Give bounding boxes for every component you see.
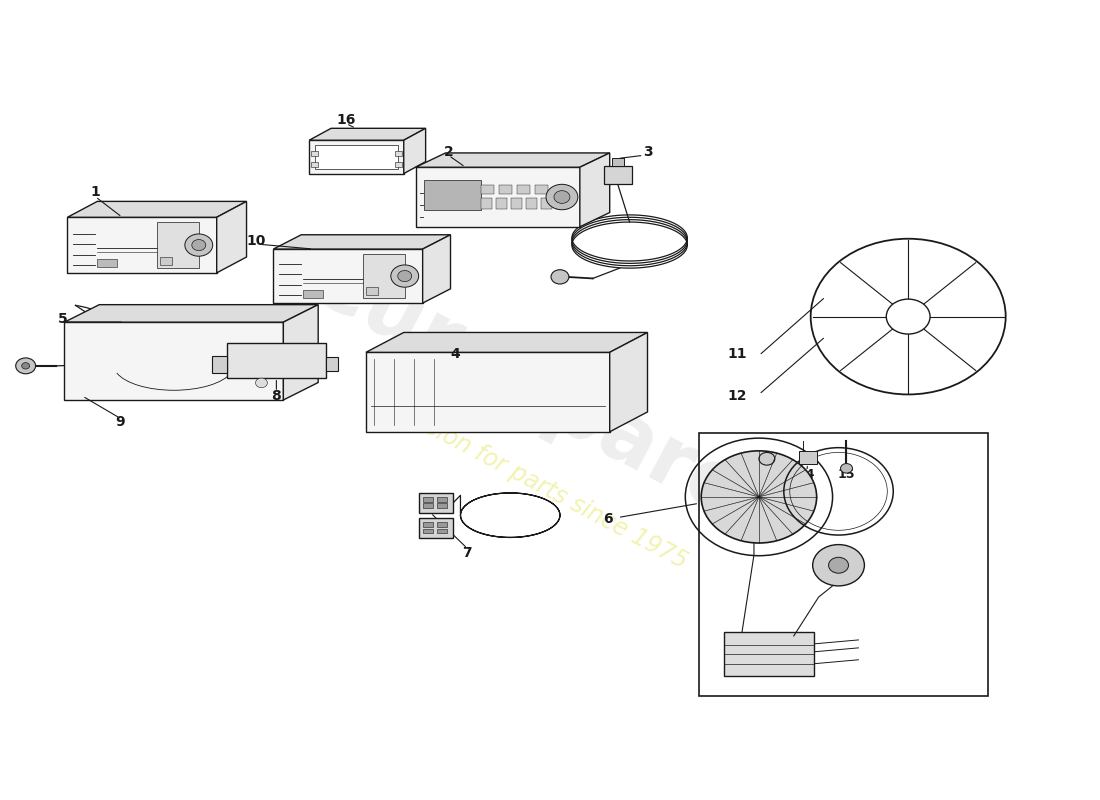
Text: 13: 13 (758, 468, 776, 481)
Circle shape (185, 234, 212, 256)
Bar (535, 185, 548, 194)
Circle shape (551, 270, 569, 284)
Circle shape (759, 453, 774, 465)
Bar (437, 497, 447, 502)
Text: a passion for parts since 1975: a passion for parts since 1975 (365, 385, 691, 574)
Text: 2: 2 (443, 145, 453, 159)
Bar (311, 162, 318, 167)
Bar (422, 503, 432, 508)
Bar (424, 180, 481, 210)
Polygon shape (422, 234, 451, 303)
Bar (526, 198, 537, 209)
Polygon shape (274, 249, 422, 303)
Bar (395, 162, 402, 167)
Polygon shape (217, 202, 246, 273)
Text: 12: 12 (727, 389, 747, 403)
Bar (422, 529, 432, 534)
Bar (612, 158, 624, 166)
Circle shape (554, 190, 570, 203)
Text: 7: 7 (463, 546, 472, 559)
Bar (556, 198, 566, 209)
Circle shape (546, 184, 578, 210)
Bar (363, 254, 405, 298)
Polygon shape (274, 234, 451, 249)
Bar (496, 198, 507, 209)
Circle shape (22, 362, 30, 369)
Polygon shape (65, 322, 284, 400)
Circle shape (813, 545, 865, 586)
Bar (724, 632, 814, 676)
Bar (211, 355, 227, 373)
Polygon shape (67, 202, 246, 218)
Bar (227, 342, 326, 378)
Circle shape (255, 378, 267, 388)
Text: 10: 10 (246, 234, 266, 248)
Bar (311, 151, 318, 156)
Polygon shape (580, 153, 609, 227)
Circle shape (398, 270, 411, 282)
Text: 14: 14 (798, 468, 815, 481)
Text: 15: 15 (838, 468, 855, 481)
Polygon shape (609, 333, 648, 432)
Polygon shape (416, 153, 609, 167)
Circle shape (15, 358, 35, 374)
Bar (97, 259, 118, 267)
Bar (482, 198, 493, 209)
Bar (517, 185, 530, 194)
Bar (437, 529, 447, 534)
Text: 6: 6 (603, 512, 613, 526)
Polygon shape (366, 352, 609, 432)
Circle shape (840, 463, 852, 473)
Bar (304, 290, 323, 298)
Bar (326, 357, 338, 371)
Bar (437, 503, 447, 508)
Polygon shape (65, 305, 318, 322)
Bar (482, 185, 494, 194)
Bar (512, 198, 522, 209)
Polygon shape (416, 167, 580, 227)
Circle shape (191, 239, 206, 250)
Bar (366, 287, 378, 295)
Polygon shape (316, 145, 398, 169)
Bar (437, 522, 447, 527)
Bar (419, 518, 453, 538)
Polygon shape (309, 128, 426, 140)
Circle shape (701, 451, 816, 543)
Bar (395, 151, 402, 156)
Polygon shape (366, 333, 648, 352)
Circle shape (887, 299, 931, 334)
Polygon shape (67, 218, 217, 273)
Polygon shape (309, 140, 404, 174)
Bar (541, 198, 552, 209)
Text: 9: 9 (116, 415, 125, 430)
Bar (419, 493, 453, 513)
Text: 8: 8 (272, 389, 282, 403)
Bar (160, 257, 172, 265)
Text: 4: 4 (451, 347, 461, 361)
Bar (157, 222, 199, 268)
Bar (422, 522, 432, 527)
Polygon shape (284, 305, 318, 400)
Text: 5: 5 (57, 312, 67, 326)
Text: 3: 3 (642, 145, 652, 159)
Circle shape (811, 238, 1005, 394)
Text: 16: 16 (337, 114, 355, 127)
Bar (604, 166, 631, 184)
Polygon shape (404, 128, 426, 174)
Text: 1: 1 (90, 185, 100, 199)
Circle shape (828, 558, 848, 573)
Circle shape (390, 265, 419, 287)
Text: 11: 11 (727, 347, 747, 361)
Text: eurospares: eurospares (298, 240, 802, 560)
Bar (799, 451, 816, 463)
Bar (422, 497, 432, 502)
Bar (499, 185, 513, 194)
Bar (700, 434, 988, 695)
